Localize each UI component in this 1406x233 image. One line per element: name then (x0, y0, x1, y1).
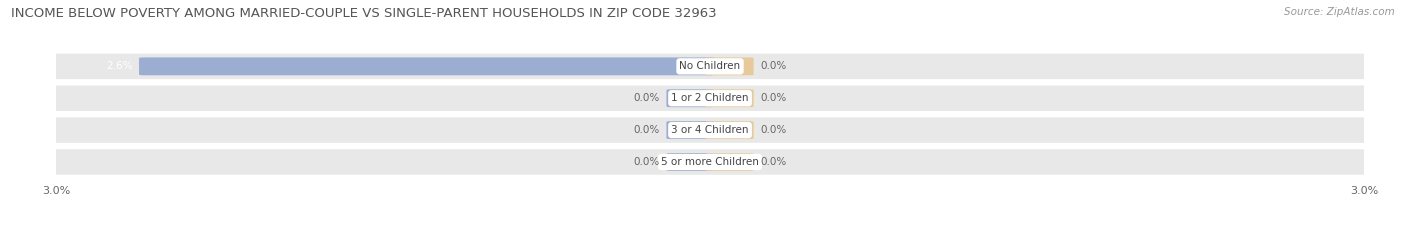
Text: 0.0%: 0.0% (761, 125, 786, 135)
FancyBboxPatch shape (48, 86, 1372, 111)
FancyBboxPatch shape (48, 149, 1372, 175)
Text: 1 or 2 Children: 1 or 2 Children (671, 93, 749, 103)
FancyBboxPatch shape (666, 89, 714, 107)
Text: 0.0%: 0.0% (634, 93, 659, 103)
Text: 0.0%: 0.0% (761, 93, 786, 103)
Text: 0.0%: 0.0% (761, 61, 786, 71)
Text: 2.6%: 2.6% (105, 61, 132, 71)
Text: INCOME BELOW POVERTY AMONG MARRIED-COUPLE VS SINGLE-PARENT HOUSEHOLDS IN ZIP COD: INCOME BELOW POVERTY AMONG MARRIED-COUPL… (11, 7, 717, 20)
FancyBboxPatch shape (706, 121, 754, 139)
FancyBboxPatch shape (139, 58, 714, 75)
FancyBboxPatch shape (48, 54, 1372, 79)
Legend: Married Couples, Single Parents: Married Couples, Single Parents (603, 229, 817, 233)
Text: No Children: No Children (679, 61, 741, 71)
Text: Source: ZipAtlas.com: Source: ZipAtlas.com (1284, 7, 1395, 17)
Text: 3 or 4 Children: 3 or 4 Children (671, 125, 749, 135)
FancyBboxPatch shape (706, 153, 754, 171)
Text: 0.0%: 0.0% (761, 157, 786, 167)
Text: 5 or more Children: 5 or more Children (661, 157, 759, 167)
FancyBboxPatch shape (666, 153, 714, 171)
Text: 0.0%: 0.0% (634, 125, 659, 135)
FancyBboxPatch shape (666, 121, 714, 139)
FancyBboxPatch shape (706, 58, 754, 75)
FancyBboxPatch shape (706, 89, 754, 107)
Text: 0.0%: 0.0% (634, 157, 659, 167)
FancyBboxPatch shape (48, 117, 1372, 143)
